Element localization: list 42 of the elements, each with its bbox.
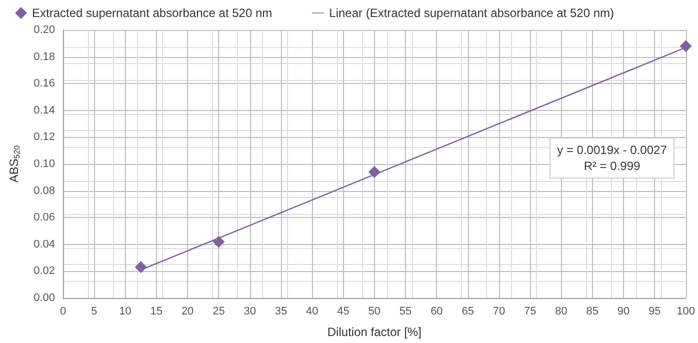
x-tick-label: 30	[244, 306, 256, 318]
x-tick-label: 5	[91, 306, 98, 318]
x-tick-label: 85	[586, 306, 599, 318]
x-tick-label: 15	[150, 306, 163, 318]
x-tick-label: 35	[274, 306, 288, 318]
y-tick-label: 0.06	[34, 212, 55, 224]
legend-label: Extracted supernatant absorbance at 520 nm	[32, 6, 272, 20]
y-tick-label: 0.20	[34, 24, 55, 36]
x-tick-label: 45	[337, 306, 350, 318]
y-tick-label: 0.18	[34, 50, 55, 63]
x-tick-label: 65	[462, 306, 474, 318]
x-tick-label: 95	[648, 306, 661, 318]
y-tick-label: 0.04	[34, 238, 55, 250]
x-tick-label: 40	[306, 306, 318, 318]
x-tick-label: 20	[181, 306, 194, 318]
x-tick-label: 100	[676, 306, 696, 318]
x-tick-label: 55	[399, 306, 412, 318]
x-tick-label: 25	[212, 306, 225, 318]
x-tick-label: 60	[430, 306, 443, 318]
x-tick-label: 0	[60, 306, 66, 318]
y-axis-title: ABS520	[7, 144, 22, 183]
y-tick-label: 0.12	[34, 131, 55, 144]
point	[212, 236, 225, 248]
point	[368, 166, 380, 178]
x-axis-title: Dilution factor [%]	[327, 325, 422, 339]
y-tick-label: 0.14	[34, 104, 55, 116]
y-tick-label: 0.16	[34, 78, 55, 90]
y-tick-label: 0.10	[34, 158, 55, 170]
y-tick-label: 0.02	[34, 265, 55, 278]
y-tick-label: 0.08	[34, 184, 55, 197]
x-tick-label: 70	[492, 306, 506, 318]
x-tick-label: 90	[617, 306, 630, 318]
annotation: y = 0.0019x - 0.0027	[557, 143, 668, 157]
x-tick-label: 50	[368, 306, 381, 318]
legend-label: Linear (Extracted supernatant absorbance at 520 nm)	[329, 6, 614, 20]
x-tick-label: 80	[555, 306, 568, 318]
y-tick-label: 0.00	[34, 292, 55, 304]
x-tick-label: 10	[119, 306, 132, 318]
x-tick-label: 75	[524, 306, 536, 318]
point	[134, 261, 147, 274]
annotation: R² = 0.999	[584, 159, 641, 173]
point	[680, 40, 692, 52]
